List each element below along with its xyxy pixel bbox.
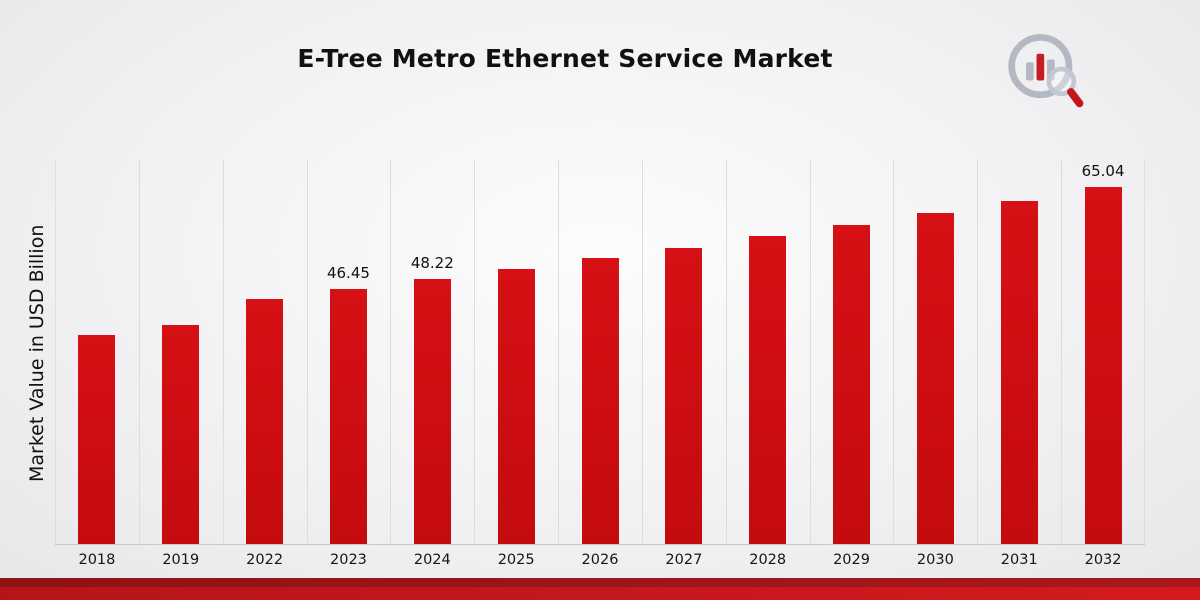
y-axis-label: Market Value in USD Billion bbox=[26, 224, 48, 482]
x-axis: 2018 2019 2022 2023 2024 2025 2026 2027 2028 2029… bbox=[55, 552, 1145, 574]
bar-2022 bbox=[246, 299, 284, 544]
bar-value-label-2024: 48.22 bbox=[410, 254, 454, 273]
plot-area: 46.45 48.22 65.04 bbox=[55, 160, 1145, 545]
bar-2019 bbox=[162, 324, 200, 544]
gridline bbox=[474, 160, 476, 544]
x-tick-2019: 2019 bbox=[162, 552, 200, 568]
x-tick-2031: 2031 bbox=[1000, 552, 1038, 568]
x-tick-2028: 2028 bbox=[749, 552, 787, 568]
bar-value-label-2023: 46.45 bbox=[326, 264, 370, 283]
gridline bbox=[558, 160, 560, 544]
bar-2028 bbox=[749, 236, 787, 544]
chart-title: E-Tree Metro Ethernet Service Market bbox=[297, 44, 833, 73]
market-research-future-logo bbox=[1008, 34, 1084, 108]
bar-2029 bbox=[833, 224, 871, 544]
x-tick-2023: 2023 bbox=[330, 552, 367, 568]
gridline bbox=[1061, 160, 1063, 544]
bar-2018 bbox=[78, 335, 116, 544]
x-tick-2018: 2018 bbox=[78, 552, 116, 568]
x-tick-2029: 2029 bbox=[833, 552, 870, 568]
logo-magnifier-icon bbox=[1046, 66, 1084, 108]
bar-2023 bbox=[329, 289, 367, 544]
gridline bbox=[893, 160, 895, 544]
x-tick-2022: 2022 bbox=[246, 552, 284, 568]
x-tick-2026: 2026 bbox=[581, 552, 619, 568]
bar-2024 bbox=[413, 279, 451, 544]
gridline bbox=[390, 160, 392, 544]
x-tick-2024: 2024 bbox=[413, 552, 451, 568]
gridline bbox=[306, 160, 308, 544]
bar-2030 bbox=[916, 213, 954, 544]
x-tick-2032: 2032 bbox=[1084, 552, 1122, 568]
gridline bbox=[138, 160, 140, 544]
gridline bbox=[1144, 160, 1145, 544]
gridline bbox=[222, 160, 224, 544]
bar-2032 bbox=[1084, 187, 1122, 544]
x-tick-2030: 2030 bbox=[916, 552, 954, 568]
gridline bbox=[809, 160, 811, 544]
bar-2025 bbox=[497, 268, 535, 544]
bar-2026 bbox=[581, 258, 619, 544]
bar-2031 bbox=[1000, 200, 1038, 544]
gridline bbox=[641, 160, 643, 544]
logo-ring-icon bbox=[1008, 34, 1073, 99]
gridline bbox=[977, 160, 979, 544]
x-tick-2027: 2027 bbox=[665, 552, 703, 568]
x-tick-2025: 2025 bbox=[497, 552, 535, 568]
footer-stripe-bright bbox=[0, 587, 1200, 600]
footer-stripe-dark bbox=[0, 578, 1200, 587]
bar-2027 bbox=[665, 247, 703, 544]
gridline bbox=[725, 160, 727, 544]
bar-value-label-2032: 65.04 bbox=[1081, 162, 1125, 181]
gridline bbox=[55, 160, 56, 544]
